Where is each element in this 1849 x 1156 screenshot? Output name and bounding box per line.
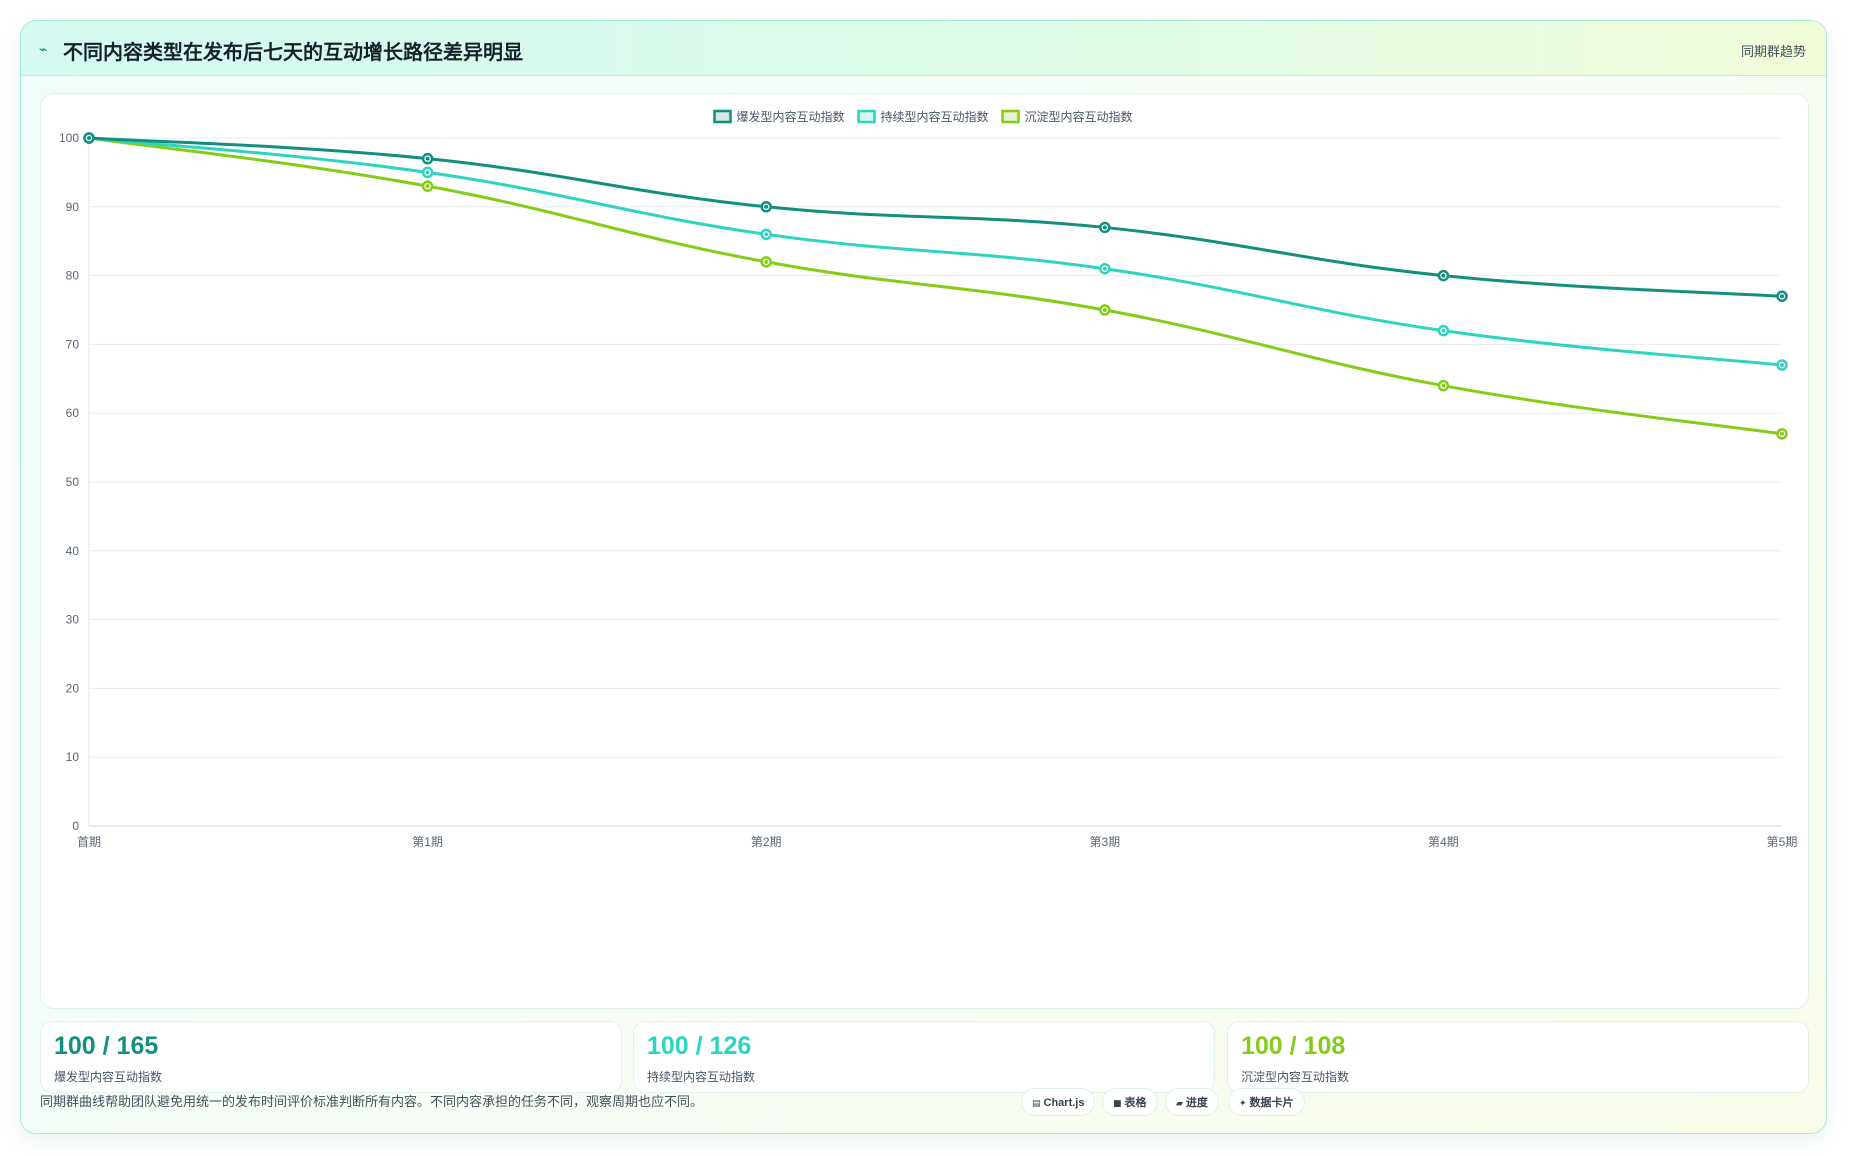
card-header: ⌁ 不同内容类型在发布后七天的互动增长路径差异明显 同期群趋势 bbox=[21, 21, 1826, 76]
badge-label: 数据卡片 bbox=[1249, 1097, 1294, 1109]
y-tick-label: 40 bbox=[66, 544, 80, 558]
badge-data-card[interactable]: ✦ 数据卡片 bbox=[1228, 1088, 1305, 1116]
data-point-dot bbox=[425, 170, 430, 175]
badge-table[interactable]: ■ 表格 bbox=[1102, 1088, 1158, 1116]
x-tick-label: 第2期 bbox=[751, 835, 782, 849]
x-tick-label: 第4期 bbox=[1428, 835, 1459, 849]
progress-icon: ▰ bbox=[1176, 1099, 1183, 1109]
data-point-dot bbox=[764, 232, 769, 237]
y-tick-label: 10 bbox=[66, 750, 80, 764]
stat-card: 100 / 126 持续型内容互动指数 bbox=[633, 1021, 1215, 1093]
data-point-dot bbox=[87, 136, 91, 140]
data-point-dot bbox=[1441, 328, 1446, 333]
data-point-dot bbox=[764, 204, 769, 209]
badge-label: Chart.js bbox=[1043, 1097, 1085, 1109]
legend-label: 沉淀型内容互动指数 bbox=[1025, 109, 1133, 124]
stat-value: 100 / 165 bbox=[54, 1032, 159, 1060]
y-tick-label: 80 bbox=[66, 269, 80, 283]
y-tick-label: 20 bbox=[66, 681, 80, 695]
data-point-dot bbox=[1102, 225, 1107, 230]
trend-line-icon: ⌁ bbox=[39, 42, 48, 58]
chart-icon: ▤ bbox=[1032, 1099, 1041, 1109]
y-tick-label: 60 bbox=[66, 406, 80, 420]
legend-swatch bbox=[713, 109, 732, 124]
line-chart: 0 10 20 30 40 50 60 70 80 90 100 首期 第1期 第2期 第3期 第4期 第5期 爆… bbox=[40, 93, 1809, 1009]
x-tick-label: 第3期 bbox=[1089, 835, 1120, 849]
y-tick-label: 100 bbox=[59, 131, 79, 145]
data-point-dot bbox=[1441, 273, 1446, 278]
stat-value: 100 / 126 bbox=[647, 1032, 752, 1060]
series-line bbox=[87, 136, 1784, 436]
y-tick-label: 30 bbox=[66, 613, 80, 627]
badge-label: 进度 bbox=[1185, 1097, 1208, 1109]
chart-card: ⌁ 不同内容类型在发布后七天的互动增长路径差异明显 同期群趋势 0 10 20 30 4… bbox=[20, 20, 1827, 1134]
data-point-dot bbox=[1780, 363, 1784, 368]
x-tick-label: 第1期 bbox=[412, 835, 443, 849]
data-point-dot bbox=[1441, 383, 1446, 388]
y-tick-label: 90 bbox=[66, 200, 80, 214]
legend-label: 持续型内容互动指数 bbox=[881, 109, 989, 124]
stat-value: 100 / 108 bbox=[1241, 1032, 1346, 1060]
footer-note: 同期群曲线帮助团队避免用统一的发布时间评价标准判断所有内容。不同内容承担的任务不… bbox=[40, 1094, 704, 1109]
data-point-dot bbox=[1780, 431, 1784, 436]
y-tick-label: 70 bbox=[66, 337, 80, 351]
y-tick-label: 0 bbox=[72, 819, 79, 833]
data-point-dot bbox=[1102, 308, 1107, 312]
legend-swatch bbox=[1001, 109, 1020, 124]
stat-label: 沉淀型内容互动指数 bbox=[1241, 1070, 1350, 1084]
data-point-dot bbox=[1780, 294, 1784, 299]
series-line bbox=[87, 136, 1784, 298]
stat-card: 100 / 108 沉淀型内容互动指数 bbox=[1227, 1021, 1809, 1093]
stat-label: 爆发型内容互动指数 bbox=[54, 1070, 163, 1084]
y-tick-label: 50 bbox=[66, 475, 80, 489]
legend-label: 爆发型内容互动指数 bbox=[737, 109, 845, 124]
data-point-dot bbox=[1102, 266, 1107, 271]
stat-card: 100 / 165 爆发型内容互动指数 bbox=[40, 1021, 622, 1093]
x-tick-label: 首期 bbox=[77, 835, 101, 849]
stat-label: 持续型内容互动指数 bbox=[647, 1070, 756, 1084]
chart-svg: 0 10 20 30 40 50 60 70 80 90 100 首期 第1期 第2期 第3期 第4期 第5期 爆… bbox=[59, 109, 1798, 849]
card-tag: 同期群趋势 bbox=[1740, 44, 1806, 59]
stat-cards: 100 / 165 爆发型内容互动指数 100 / 126 持续型内容互动指数 … bbox=[40, 1021, 1809, 1095]
series-line bbox=[87, 136, 1784, 367]
badge-chartjs[interactable]: ▤ Chart.js bbox=[1021, 1088, 1096, 1116]
sparkle-icon: ✦ bbox=[1239, 1099, 1247, 1109]
card-title: 不同内容类型在发布后七天的互动增长路径差异明显 bbox=[63, 42, 523, 64]
badge-label: 表格 bbox=[1124, 1097, 1147, 1109]
x-tick-label: 第5期 bbox=[1767, 835, 1798, 849]
data-point-dot bbox=[425, 184, 430, 189]
legend-swatch bbox=[857, 109, 876, 124]
data-point-dot bbox=[764, 259, 769, 264]
badge-progress[interactable]: ▰ 进度 bbox=[1165, 1088, 1219, 1116]
data-point-dot bbox=[425, 156, 430, 161]
table-icon: ■ bbox=[1113, 1099, 1122, 1109]
